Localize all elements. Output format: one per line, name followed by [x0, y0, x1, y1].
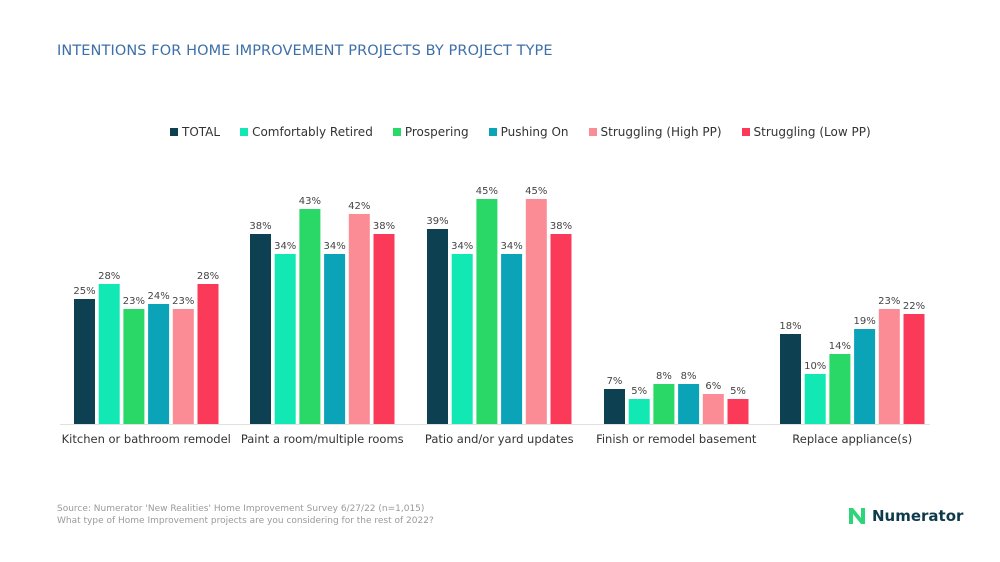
bar — [550, 234, 572, 424]
bar — [604, 389, 625, 424]
data-label: 39% — [426, 216, 448, 227]
category-label: Kitchen or bathroom remodel — [62, 432, 231, 446]
bar — [250, 234, 271, 424]
bar — [274, 254, 296, 424]
bar — [854, 329, 876, 424]
data-label: 34% — [500, 241, 522, 252]
bar — [653, 384, 675, 424]
data-label: 23% — [878, 296, 900, 307]
data-label: 42% — [348, 201, 370, 212]
category-label: Paint a room/multiple rooms — [241, 432, 404, 446]
bar — [878, 309, 900, 424]
data-label: 25% — [73, 286, 95, 297]
data-label: 24% — [147, 291, 169, 302]
legend-label: Struggling (Low PP) — [753, 125, 871, 139]
category-label: Replace appliance(s) — [792, 432, 912, 446]
data-label: 38% — [373, 221, 395, 232]
data-label: 45% — [525, 186, 547, 197]
legend-swatch — [488, 128, 497, 136]
data-label: 8% — [681, 371, 697, 382]
data-label: 5% — [631, 386, 647, 397]
data-label: 5% — [730, 386, 746, 397]
data-label: 45% — [476, 186, 498, 197]
bar — [148, 304, 170, 424]
data-label: 18% — [779, 321, 801, 332]
chart-title: INTENTIONS FOR HOME IMPROVEMENT PROJECTS… — [57, 43, 553, 59]
numerator-logo-icon — [849, 508, 865, 524]
legend-swatch — [170, 128, 178, 136]
bar — [727, 399, 749, 424]
bar — [172, 309, 194, 424]
bar — [197, 284, 219, 424]
source-note: Source: Numerator 'New Realities' Home I… — [57, 503, 434, 527]
bar — [829, 354, 851, 424]
category-label: Patio and/or yard updates — [425, 432, 574, 446]
legend-item: Struggling (High PP) — [588, 125, 722, 139]
data-label: 22% — [903, 301, 925, 312]
legend-swatch — [588, 128, 597, 136]
bar — [702, 394, 724, 424]
legend-label: Pushing On — [500, 125, 569, 139]
bar — [678, 384, 700, 424]
bar — [348, 214, 370, 424]
numerator-logo: Numerator — [848, 507, 963, 525]
legend-item: Comfortably Retired — [240, 125, 373, 139]
question-line: What type of Home Improvement projects a… — [57, 516, 434, 526]
bar — [373, 234, 395, 424]
data-label: 38% — [550, 221, 572, 232]
bar — [451, 254, 473, 424]
data-label: 10% — [804, 361, 826, 372]
bar — [501, 254, 523, 424]
category-label: Finish or remodel basement — [596, 432, 757, 446]
source-line: Source: Numerator 'New Realities' Home I… — [57, 504, 425, 514]
bar — [780, 334, 801, 424]
legend-item: TOTAL — [170, 125, 220, 139]
data-label: 34% — [451, 241, 473, 252]
bar — [804, 374, 826, 424]
bar — [299, 209, 321, 424]
legend-label: Comfortably Retired — [252, 125, 373, 139]
bar — [476, 199, 498, 424]
bar — [427, 229, 448, 424]
legend-label: Struggling (High PP) — [600, 125, 722, 139]
data-label: 14% — [829, 341, 851, 352]
bar — [98, 284, 120, 424]
data-label: 43% — [299, 196, 321, 207]
data-label: 28% — [197, 271, 219, 282]
data-label: 8% — [656, 371, 672, 382]
legend-item: Pushing On — [488, 125, 569, 139]
bar-chart: 25%28%23% 24% 23%28%Kitchen or bathroom re… — [60, 186, 930, 446]
data-label: 34% — [323, 241, 345, 252]
legend-swatch — [240, 128, 249, 136]
logo-text: Numerator — [872, 507, 964, 525]
bar — [628, 399, 650, 424]
data-label: 6% — [705, 381, 721, 392]
data-label: 28% — [98, 271, 120, 282]
bar — [525, 199, 547, 424]
legend: TOTAL Comfortably Retired Prospering Pushin… — [170, 125, 871, 139]
data-label: 23% — [123, 296, 145, 307]
legend-item: Struggling (Low PP) — [741, 125, 871, 139]
data-label: 7% — [607, 376, 623, 387]
legend-swatch — [741, 128, 750, 136]
data-label: 19% — [853, 316, 875, 327]
bar — [74, 299, 95, 424]
bar — [903, 314, 925, 424]
legend-item: Prospering — [392, 125, 469, 139]
legend-label: TOTAL — [182, 125, 221, 139]
legend-swatch — [392, 128, 401, 136]
data-label: 38% — [249, 221, 271, 232]
bar — [324, 254, 346, 424]
data-label: 23% — [172, 296, 194, 307]
legend-label: Prospering — [404, 125, 469, 139]
bar — [123, 309, 145, 424]
data-label: 34% — [274, 241, 296, 252]
